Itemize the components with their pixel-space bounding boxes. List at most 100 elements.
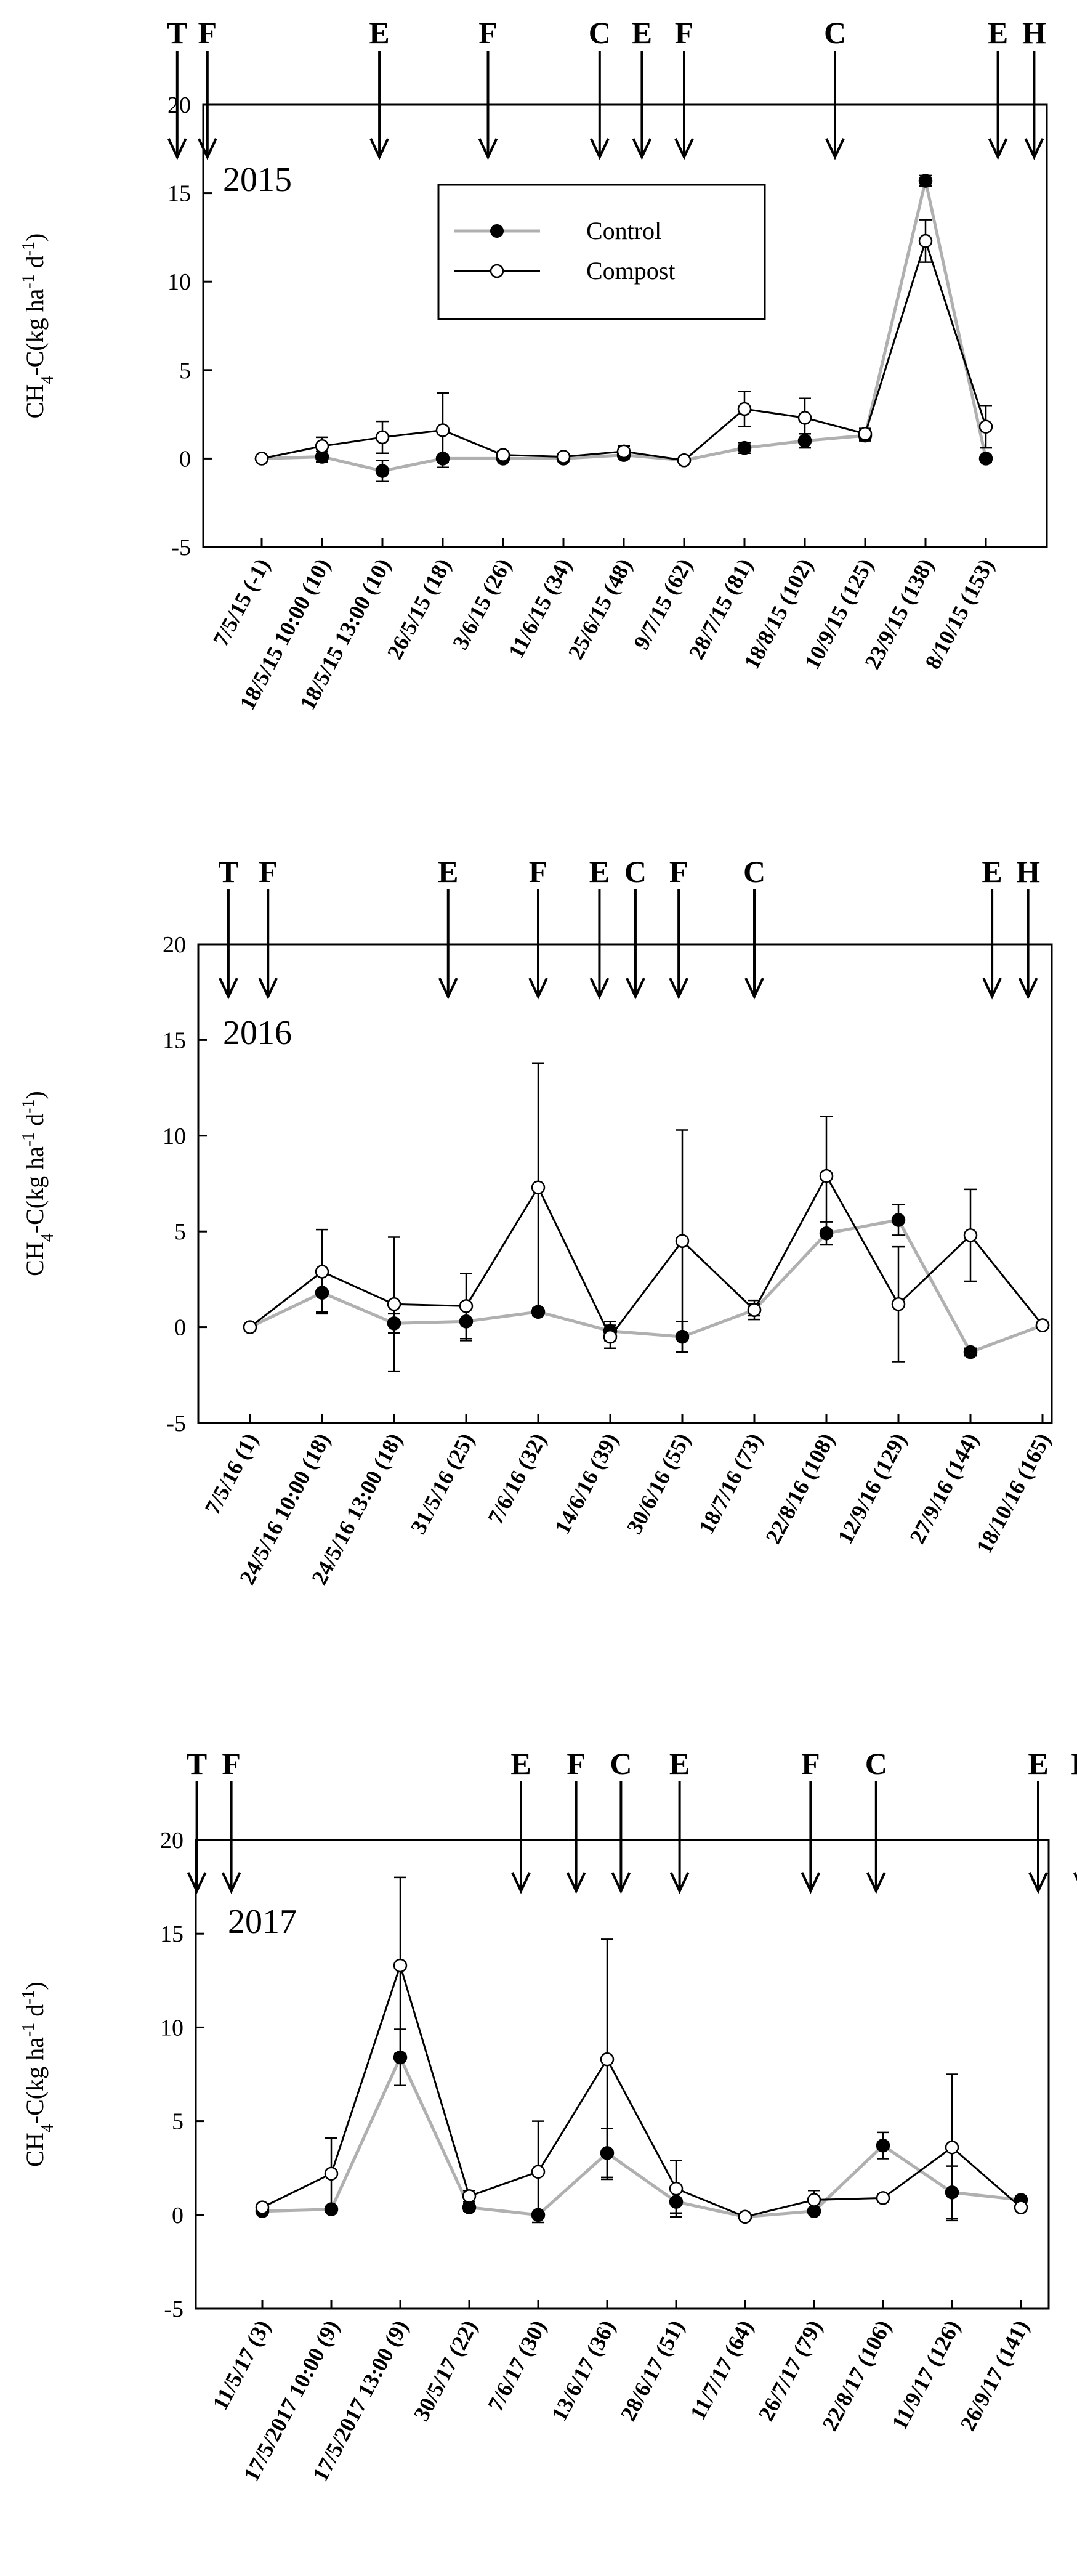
y-tick-label: 0 — [174, 1315, 186, 1341]
event-arrow-head — [1024, 138, 1044, 160]
event-arrow-head — [825, 138, 845, 160]
y-tick-label: 5 — [179, 358, 191, 384]
event-label: C — [824, 15, 846, 50]
event-label: F — [259, 854, 278, 889]
event-label: F — [669, 854, 688, 889]
y-axis-label-part: -1 — [19, 274, 38, 288]
data-point-compost — [600, 2052, 615, 2067]
event-label: F — [198, 15, 217, 50]
x-tick-label: 18/10/16 (165) — [972, 1429, 1055, 1558]
y-axis-label-part: -1 — [19, 1132, 38, 1146]
data-point-compost — [459, 1299, 474, 1313]
data-point-compost — [1014, 2200, 1028, 2214]
y-tick-label: 0 — [179, 446, 191, 472]
event-label: E — [669, 1746, 690, 1781]
event-label: H — [1071, 1746, 1077, 1781]
data-point-control — [876, 2138, 890, 2153]
event-arrow-head — [744, 978, 764, 1000]
event-arrow-head — [669, 978, 688, 1000]
data-point-compost — [858, 426, 873, 441]
y-tick-label: 0 — [172, 2203, 184, 2229]
series-line-control — [249, 1218, 1043, 1355]
data-point-compost — [876, 2191, 890, 2205]
x-tick-label: 22/8/17 (106) — [817, 2316, 896, 2435]
y-axis-label-part: d — [21, 2004, 49, 2023]
y-axis-label-part: CH — [21, 2132, 49, 2167]
y-tick-label: 20 — [160, 1828, 184, 1853]
y-tick-label: -5 — [164, 2296, 184, 2322]
y-tick-label: 20 — [163, 932, 186, 958]
event-arrow-head — [511, 1872, 531, 1894]
y-axis-label-part: d — [21, 256, 49, 274]
event-arrow-head — [478, 138, 498, 160]
x-tick-label: 11/7/17 (64) — [685, 2316, 758, 2424]
y-axis-label: CH4-C(kg ha-1 d-1) — [19, 1091, 57, 1276]
event-label: F — [567, 1746, 586, 1781]
y-tick-label: 10 — [160, 2015, 184, 2041]
event-label: F — [478, 15, 498, 50]
x-tick-label: 30/6/16 (55) — [622, 1429, 695, 1538]
y-axis-label-part: CH — [21, 384, 49, 419]
y-tick-label: 15 — [167, 181, 191, 207]
y-axis-label-part: 4 — [38, 376, 57, 384]
event-arrow-head — [801, 1872, 821, 1894]
event-arrow-head — [589, 978, 610, 1000]
event-arrow-head — [589, 138, 610, 160]
x-tick-label: 3/6/15 (26) — [448, 554, 516, 654]
legend-compost-marker — [490, 264, 504, 278]
event-arrow-head — [611, 1872, 631, 1894]
event-label: T — [187, 1746, 207, 1781]
data-point-compost — [819, 1169, 834, 1183]
event-arrow-head — [632, 138, 652, 160]
series-line-compost — [262, 1962, 1022, 2218]
data-point-compost — [393, 1958, 408, 1973]
y-tick-label: 10 — [163, 1124, 186, 1149]
y-tick-label: 5 — [174, 1219, 186, 1245]
y-axis-label-part: ) — [21, 233, 49, 241]
data-point-compost — [255, 2200, 270, 2214]
x-tick-label: 9/7/15 (62) — [629, 554, 697, 654]
x-tick-label: 26/5/15 (18) — [382, 554, 456, 663]
x-tick-label: 13/6/17 (36) — [547, 2316, 620, 2425]
event-arrow-head — [988, 138, 1008, 160]
y-axis-label-part: ) — [21, 1091, 49, 1099]
data-point-compost — [616, 444, 631, 459]
data-point-compost — [315, 439, 329, 453]
legend-control-marker — [490, 224, 504, 238]
x-tick-label: 26/7/17 (79) — [754, 2316, 827, 2425]
x-tick-label: 31/5/16 (25) — [406, 1429, 479, 1538]
x-tick-label: 27/9/16 (144) — [905, 1429, 983, 1548]
event-arrow-head — [369, 138, 389, 160]
y-axis-label-part: 4 — [38, 1233, 57, 1242]
data-point-compost — [531, 1180, 546, 1194]
y-tick-label: 5 — [172, 2109, 184, 2135]
data-point-control — [978, 452, 993, 466]
data-point-compost — [945, 2140, 959, 2155]
data-point-compost — [891, 1297, 906, 1311]
x-tick-label: 30/5/17 (22) — [409, 2316, 482, 2425]
data-point-compost — [243, 1320, 257, 1334]
data-point-compost — [807, 2193, 821, 2207]
event-arrow-head — [982, 978, 1002, 1000]
y-axis-label-part: -1 — [19, 2023, 38, 2037]
event-label: F — [675, 15, 694, 50]
y-axis-label-part: -1 — [19, 241, 38, 256]
event-label: C — [589, 15, 611, 50]
event-arrow-head — [438, 978, 458, 1000]
data-point-compost — [556, 450, 571, 464]
x-tick-label: 28/6/17 (51) — [616, 2316, 689, 2425]
data-point-compost — [918, 233, 933, 248]
data-point-compost — [738, 2209, 752, 2224]
event-label: E — [510, 1746, 531, 1781]
y-axis-label: CH4-C(kg ha-1 d-1) — [19, 1982, 57, 2167]
y-axis-label-part: ) — [21, 1982, 49, 1990]
x-tick-label: 18/7/16 (73) — [694, 1429, 767, 1538]
data-point-control — [375, 464, 390, 478]
event-arrow-head — [221, 1872, 241, 1894]
data-point-compost — [375, 430, 390, 445]
event-arrow-head — [219, 978, 238, 1000]
event-label: E — [438, 854, 458, 889]
